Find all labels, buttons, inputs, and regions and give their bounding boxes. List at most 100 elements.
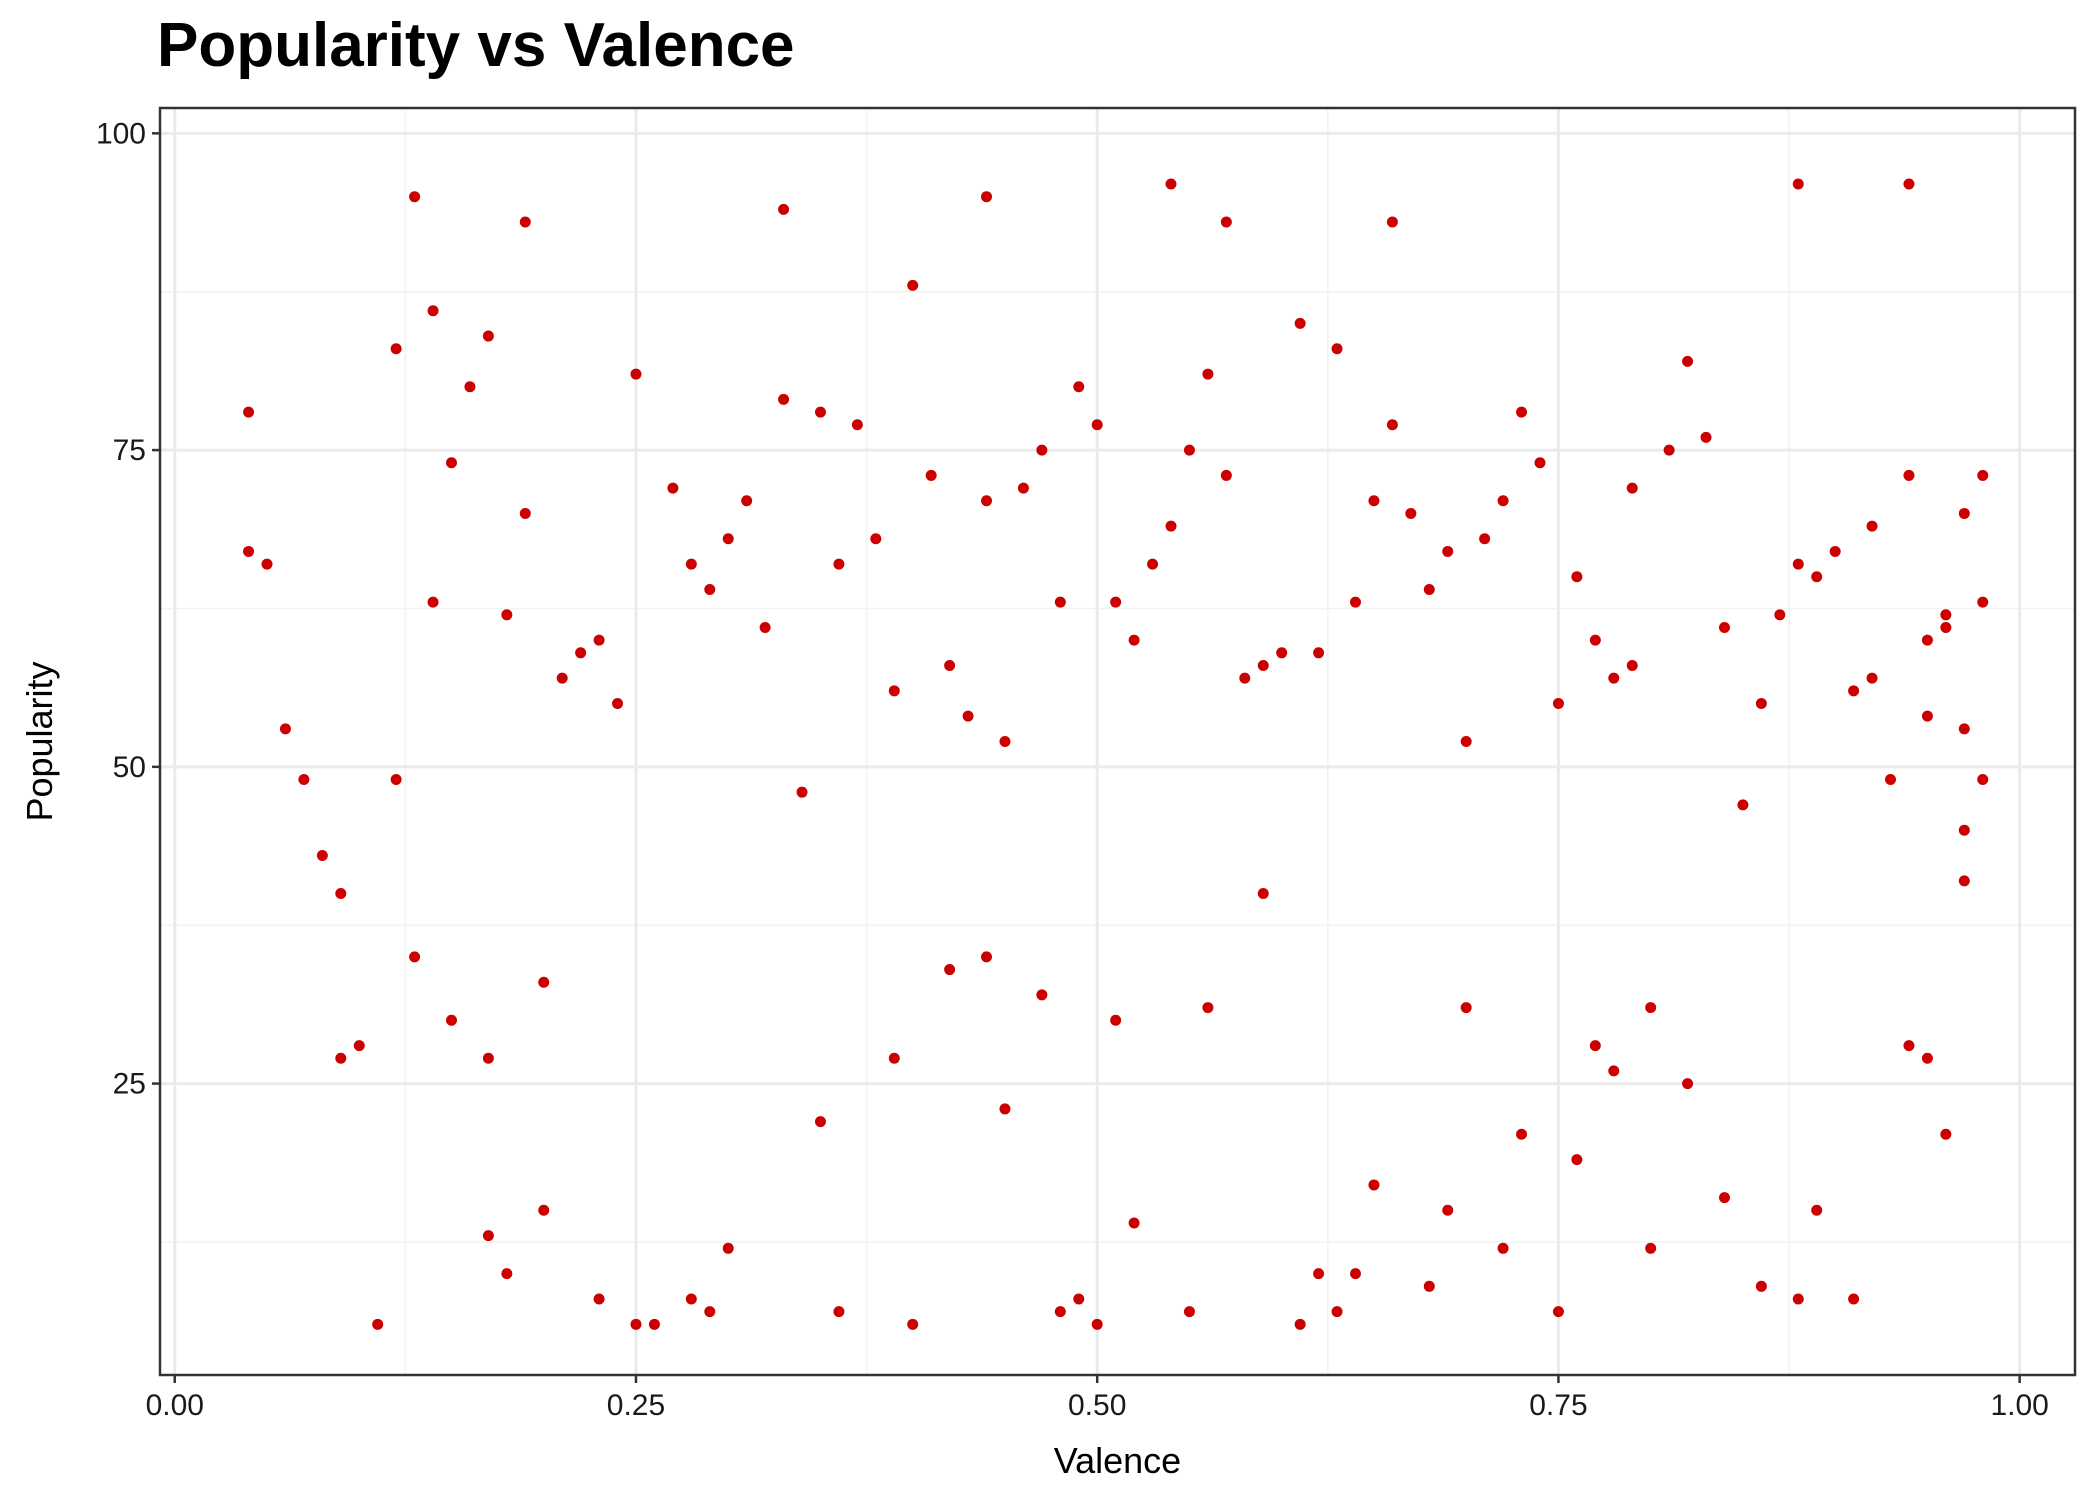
data-point <box>1829 545 1841 557</box>
data-point <box>833 1306 845 1318</box>
y-tick-label: 75 <box>113 434 146 467</box>
data-point <box>1811 571 1823 583</box>
data-point <box>796 786 808 798</box>
data-point <box>1755 697 1767 709</box>
data-point <box>1128 1217 1140 1229</box>
data-point <box>1257 659 1269 671</box>
data-point <box>870 533 882 545</box>
data-point <box>1534 457 1546 469</box>
data-point <box>1663 444 1675 456</box>
data-point <box>1239 672 1251 684</box>
data-point <box>1940 1128 1952 1140</box>
data-point <box>243 545 255 557</box>
data-point <box>1349 596 1361 608</box>
data-point <box>1313 1268 1325 1280</box>
data-point <box>482 1052 494 1064</box>
data-point <box>1497 495 1509 507</box>
data-point <box>335 888 347 900</box>
data-point <box>759 621 771 633</box>
data-point <box>335 1052 347 1064</box>
data-point <box>1331 1306 1343 1318</box>
data-point <box>778 393 790 405</box>
y-axis-title: Popularity <box>19 661 60 821</box>
data-point <box>519 507 531 519</box>
data-point <box>1682 1078 1694 1090</box>
data-point <box>1054 1306 1066 1318</box>
data-point <box>1645 1002 1657 1014</box>
data-point <box>1386 216 1398 228</box>
data-point <box>833 558 845 570</box>
data-point <box>814 406 826 418</box>
data-point <box>1479 533 1491 545</box>
data-point <box>1940 621 1952 633</box>
data-point <box>1866 672 1878 684</box>
data-point <box>685 558 697 570</box>
data-point <box>778 203 790 215</box>
data-point <box>390 343 402 355</box>
data-point <box>1516 1128 1528 1140</box>
data-point <box>722 533 734 545</box>
data-point <box>1423 1280 1435 1292</box>
data-point <box>630 368 642 380</box>
data-point <box>1110 596 1122 608</box>
y-tick-label: 100 <box>96 117 146 150</box>
data-point <box>1866 520 1878 532</box>
data-point <box>1110 1014 1122 1026</box>
data-point <box>1017 482 1029 494</box>
data-point <box>1903 178 1915 190</box>
data-point <box>1774 609 1786 621</box>
data-point <box>1958 507 1970 519</box>
data-point <box>1460 736 1472 747</box>
data-point <box>944 659 956 671</box>
data-point <box>556 672 568 684</box>
data-point <box>999 1103 1011 1115</box>
data-point <box>1682 355 1694 367</box>
data-point <box>704 1306 716 1318</box>
data-point <box>630 1318 642 1330</box>
data-point <box>1276 647 1288 659</box>
data-point <box>1811 1204 1823 1216</box>
data-point <box>1073 381 1085 393</box>
data-point <box>538 1204 550 1216</box>
data-point <box>1940 609 1952 621</box>
data-point <box>1921 634 1933 646</box>
data-point <box>1054 596 1066 608</box>
data-point <box>1036 444 1048 456</box>
data-point <box>1349 1268 1361 1280</box>
x-axis-title: Valence <box>1054 1440 1181 1481</box>
data-point <box>907 279 919 291</box>
data-point <box>1386 419 1398 431</box>
data-point <box>1202 1002 1214 1014</box>
data-point <box>722 1242 734 1254</box>
data-points <box>243 178 1989 1330</box>
data-point <box>372 1318 384 1330</box>
data-point <box>1589 1040 1601 1052</box>
data-point <box>464 381 476 393</box>
data-point <box>1737 799 1749 811</box>
data-point <box>925 469 937 481</box>
data-point <box>1423 583 1435 595</box>
data-point <box>907 1318 919 1330</box>
data-point <box>1792 178 1804 190</box>
x-axis: 0.00 0.25 0.50 0.75 1.00 <box>146 1375 2049 1422</box>
data-point <box>1405 507 1417 519</box>
data-point <box>1589 634 1601 646</box>
data-point <box>501 1268 513 1280</box>
data-point <box>981 495 993 507</box>
data-point <box>1036 989 1048 1001</box>
data-point <box>962 710 974 722</box>
data-point <box>1460 1002 1472 1014</box>
data-point <box>981 191 993 203</box>
data-point <box>1903 1040 1915 1052</box>
data-point <box>482 330 494 342</box>
data-point <box>427 596 439 608</box>
data-point <box>981 951 993 963</box>
data-point <box>409 191 421 203</box>
data-point <box>1903 469 1915 481</box>
chart-title: Popularity vs Valence <box>157 11 795 80</box>
data-point <box>1313 647 1325 659</box>
data-point <box>1294 317 1306 329</box>
data-point <box>279 723 291 735</box>
data-point <box>1091 1318 1103 1330</box>
data-point <box>1571 571 1583 583</box>
